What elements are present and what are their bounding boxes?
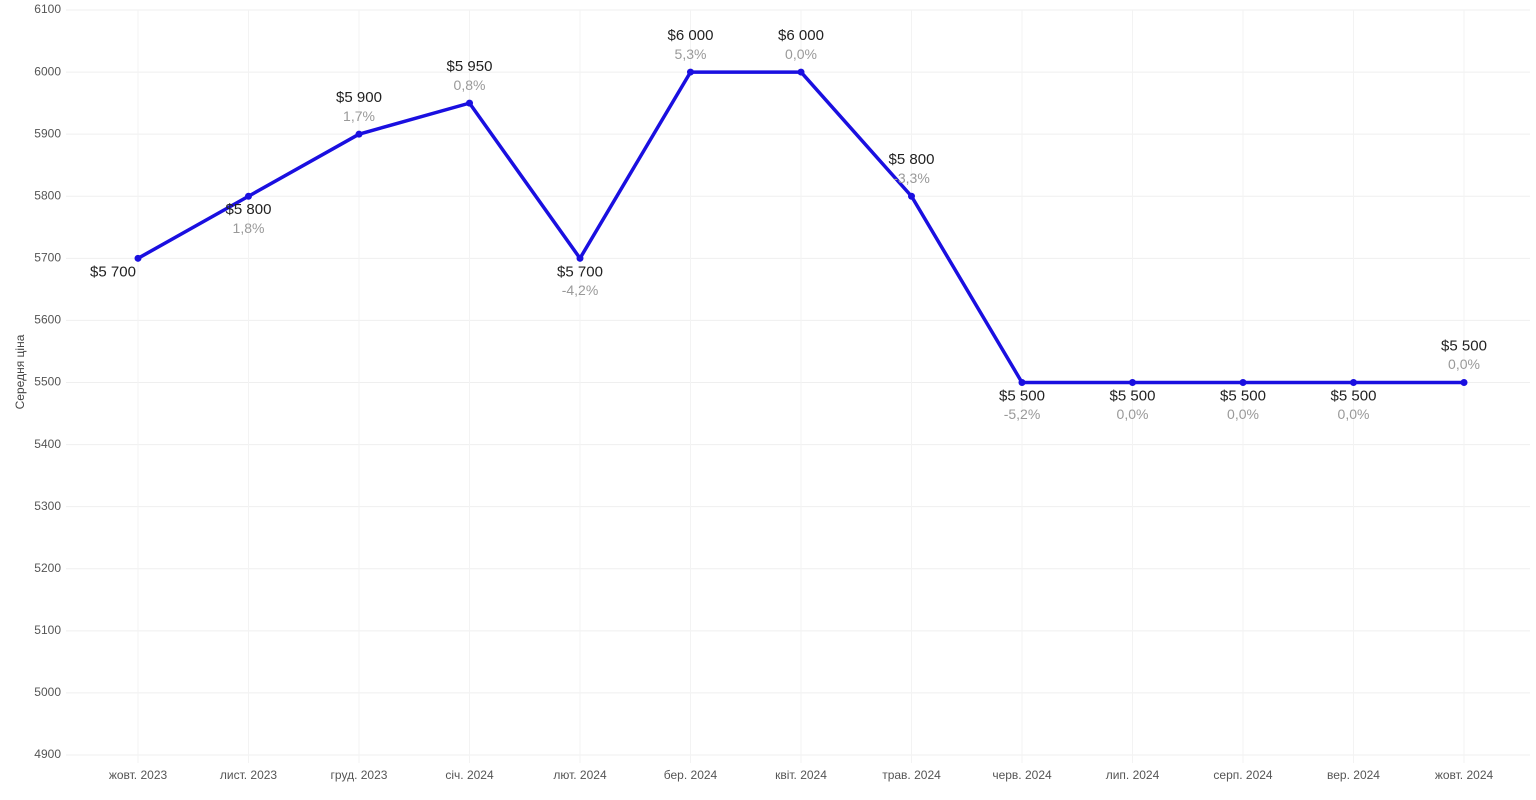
- change-label: -5,2%: [1004, 406, 1041, 422]
- point: [797, 68, 805, 76]
- x-tick-label: жовт. 2023: [109, 768, 168, 782]
- value-label: $6 000: [668, 27, 714, 44]
- x-tick-label: черв. 2024: [992, 768, 1052, 782]
- point: [1460, 379, 1468, 386]
- x-tick-label: лист. 2023: [220, 768, 278, 782]
- value-label: $5 500: [1110, 387, 1156, 404]
- x-tick-label: жовт. 2024: [1435, 768, 1494, 782]
- x-tick-label: січ. 2024: [445, 768, 494, 782]
- value-label: $5 800: [889, 151, 935, 168]
- y-tick-label: 5500: [34, 375, 61, 389]
- y-tick-label: 5300: [34, 499, 61, 513]
- x-tick-label: груд. 2023: [331, 768, 388, 782]
- y-tick-label: 5000: [34, 685, 61, 699]
- change-label: 1,8%: [233, 220, 265, 236]
- y-tick-label: 6100: [34, 2, 61, 16]
- value-label: $5 800: [226, 201, 272, 218]
- change-label: 0,0%: [1448, 356, 1480, 372]
- x-tick-label: бер. 2024: [664, 768, 718, 782]
- point: [1018, 379, 1026, 386]
- point: [1239, 379, 1247, 386]
- x-tick-label: лют. 2024: [553, 768, 607, 782]
- value-label: $5 500: [999, 387, 1045, 404]
- y-axis-label: Середня ціна: [13, 334, 27, 409]
- point: [245, 192, 252, 200]
- change-label: 0,0%: [1338, 406, 1370, 422]
- y-tick-label: 6000: [34, 64, 61, 78]
- value-label: $5 700: [90, 263, 136, 280]
- y-tick-label: 5700: [34, 251, 61, 265]
- change-label: 0,0%: [1227, 406, 1259, 422]
- value-label: $5 900: [336, 89, 382, 106]
- point: [687, 68, 694, 76]
- x-tick-label: вер. 2024: [1327, 768, 1380, 782]
- x-tick-label: трав. 2024: [882, 768, 941, 782]
- value-label: $6 000: [778, 27, 824, 44]
- value-label: $5 500: [1331, 387, 1377, 404]
- y-tick-label: 5400: [34, 437, 61, 451]
- change-label: -3,3%: [893, 170, 930, 186]
- change-label: 0,8%: [454, 77, 486, 93]
- y-tick-label: 5800: [34, 188, 61, 202]
- y-tick-label: 5100: [34, 623, 61, 637]
- change-label: 5,3%: [675, 46, 707, 62]
- point: [1350, 379, 1357, 386]
- value-label: $5 700: [557, 263, 603, 280]
- point: [355, 130, 363, 138]
- x-tick-label: квіт. 2024: [775, 768, 827, 782]
- point: [576, 254, 584, 262]
- y-tick-label: 4900: [34, 747, 61, 761]
- y-tick-label: 5900: [34, 126, 61, 140]
- change-label: 1,7%: [343, 108, 375, 124]
- point: [908, 192, 915, 200]
- y-tick-label: 5200: [34, 561, 61, 575]
- x-tick-label: серп. 2024: [1213, 768, 1273, 782]
- value-label: $5 500: [1220, 387, 1266, 404]
- change-label: -4,2%: [562, 282, 599, 298]
- value-label: $5 950: [447, 58, 493, 75]
- change-label: 0,0%: [785, 46, 817, 62]
- point: [466, 99, 473, 107]
- y-tick-label: 5600: [34, 313, 61, 327]
- change-label: 0,0%: [1117, 406, 1149, 422]
- x-tick-label: лип. 2024: [1106, 768, 1160, 782]
- point: [134, 254, 142, 262]
- value-label: $5 500: [1441, 337, 1487, 354]
- point: [1129, 379, 1136, 386]
